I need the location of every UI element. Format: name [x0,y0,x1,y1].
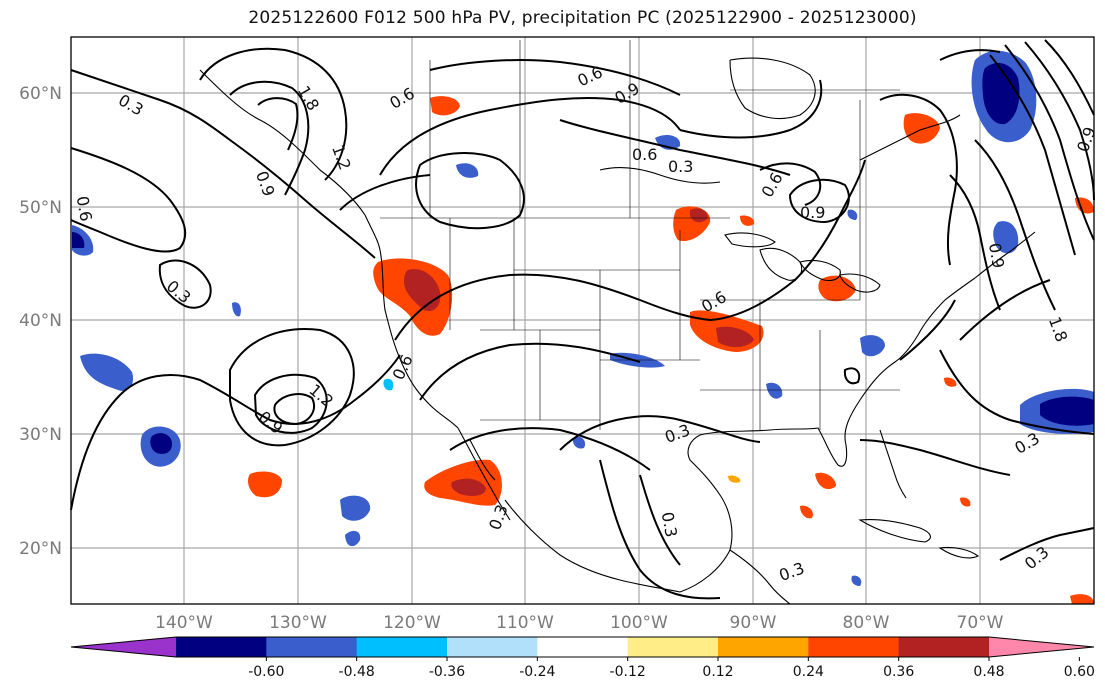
contour-label: 0.9 [985,241,1008,269]
precip-blob [1040,396,1094,426]
precip-blob [1070,594,1094,604]
lon-label: 140°W [155,613,213,633]
colorbar-tick-label: -0.60 [248,664,284,680]
precip-blob [728,475,741,483]
colorbar-segment [718,637,809,657]
contour-label: 0.9 [800,203,825,222]
precip-blob [690,208,708,223]
precip-blob [818,275,856,302]
colorbar-segment [537,637,629,657]
colorbar-tick-label: 0.24 [793,664,824,680]
lon-label: 120°W [383,613,441,633]
map-title: 2025122600 F012 500 hPa PV, precipitatio… [248,8,917,28]
lon-label: 130°W [269,613,327,633]
colorbar-tick-label: -0.12 [610,664,646,680]
colorbar-segment [266,637,358,657]
colorbar-segment [356,637,448,657]
contour-label: 0.6 [73,195,96,223]
colorbar-segment [898,637,990,657]
map-panel: 0.3 0.6 0.9 1.2 1.8 0.6 0.9 0.3 0.6 0.6 … [70,36,1100,605]
lon-label: 100°W [610,613,668,633]
contour-label: 0.3 [658,510,681,538]
lat-label: 40°N [19,311,62,331]
colorbar: -0.60 -0.48 -0.36 -0.24 -0.12 0.12 0.24 0.36 0.4… [70,636,1095,680]
precip-blob [860,335,885,357]
contour-label: 0.3 [668,157,693,176]
colorbar-tick-label: 0.48 [973,664,1004,680]
colorbar-tick-label: 0.60 [1064,664,1095,680]
colorbar-tick-label: -0.24 [519,664,555,680]
lon-label: 110°W [496,613,554,633]
lon-label: 70°W [957,613,1004,633]
precip-blob [766,382,783,399]
coastlines [199,57,1036,605]
colorbar-tick-label: 0.12 [702,664,733,680]
precip-blob [150,433,172,454]
pv-contours [70,39,1095,600]
precip-blob [572,436,586,449]
graticule [71,37,1094,604]
precip-blob [847,209,858,220]
colorbar-tick-label: 0.36 [883,664,914,680]
colorbar-segment [627,637,719,657]
contour-label: 0.6 [632,145,657,164]
latitude-axis: 60°N 50°N 40°N 30°N 20°N [19,84,62,559]
lon-label: 80°W [843,613,890,633]
colorbar-segment [808,637,900,657]
colorbar-tick-label: -0.48 [339,664,375,680]
precip-blob [993,221,1019,254]
colorbar-tick-label: -0.36 [429,664,465,680]
lat-label: 60°N [19,84,62,104]
lon-label: 90°W [730,613,777,633]
precip-blob [456,163,479,178]
precip-blob [340,495,371,521]
precip-blob [815,472,836,490]
precip-blob [903,113,940,144]
colorbar-segment [447,637,538,657]
lat-label: 20°N [19,539,62,559]
colorbar-segment [989,637,1094,657]
precip-blob [716,326,754,348]
colorbar-outline [70,636,1095,658]
precip-blob [383,378,394,391]
precip-blob [72,232,85,248]
colorbar-segment [71,637,176,657]
borders [380,40,900,430]
longitude-axis: 140°W 130°W 120°W 110°W 100°W 90°W 80°W … [155,613,1004,633]
precip-blob [960,497,971,507]
precip-blob [345,530,361,547]
precip-blob [80,353,134,391]
precip-blob [248,471,282,498]
lat-label: 30°N [19,425,62,445]
colorbar-segment [176,637,267,657]
precip-blob [800,505,813,519]
lat-label: 50°N [19,198,62,218]
precip-blob [451,478,486,496]
precip-blob [982,63,1020,125]
precip-blob [232,302,241,317]
precip-blob [944,377,957,387]
precip-blob [740,215,755,226]
precip-blob [430,96,460,116]
precip-blob [851,575,862,586]
